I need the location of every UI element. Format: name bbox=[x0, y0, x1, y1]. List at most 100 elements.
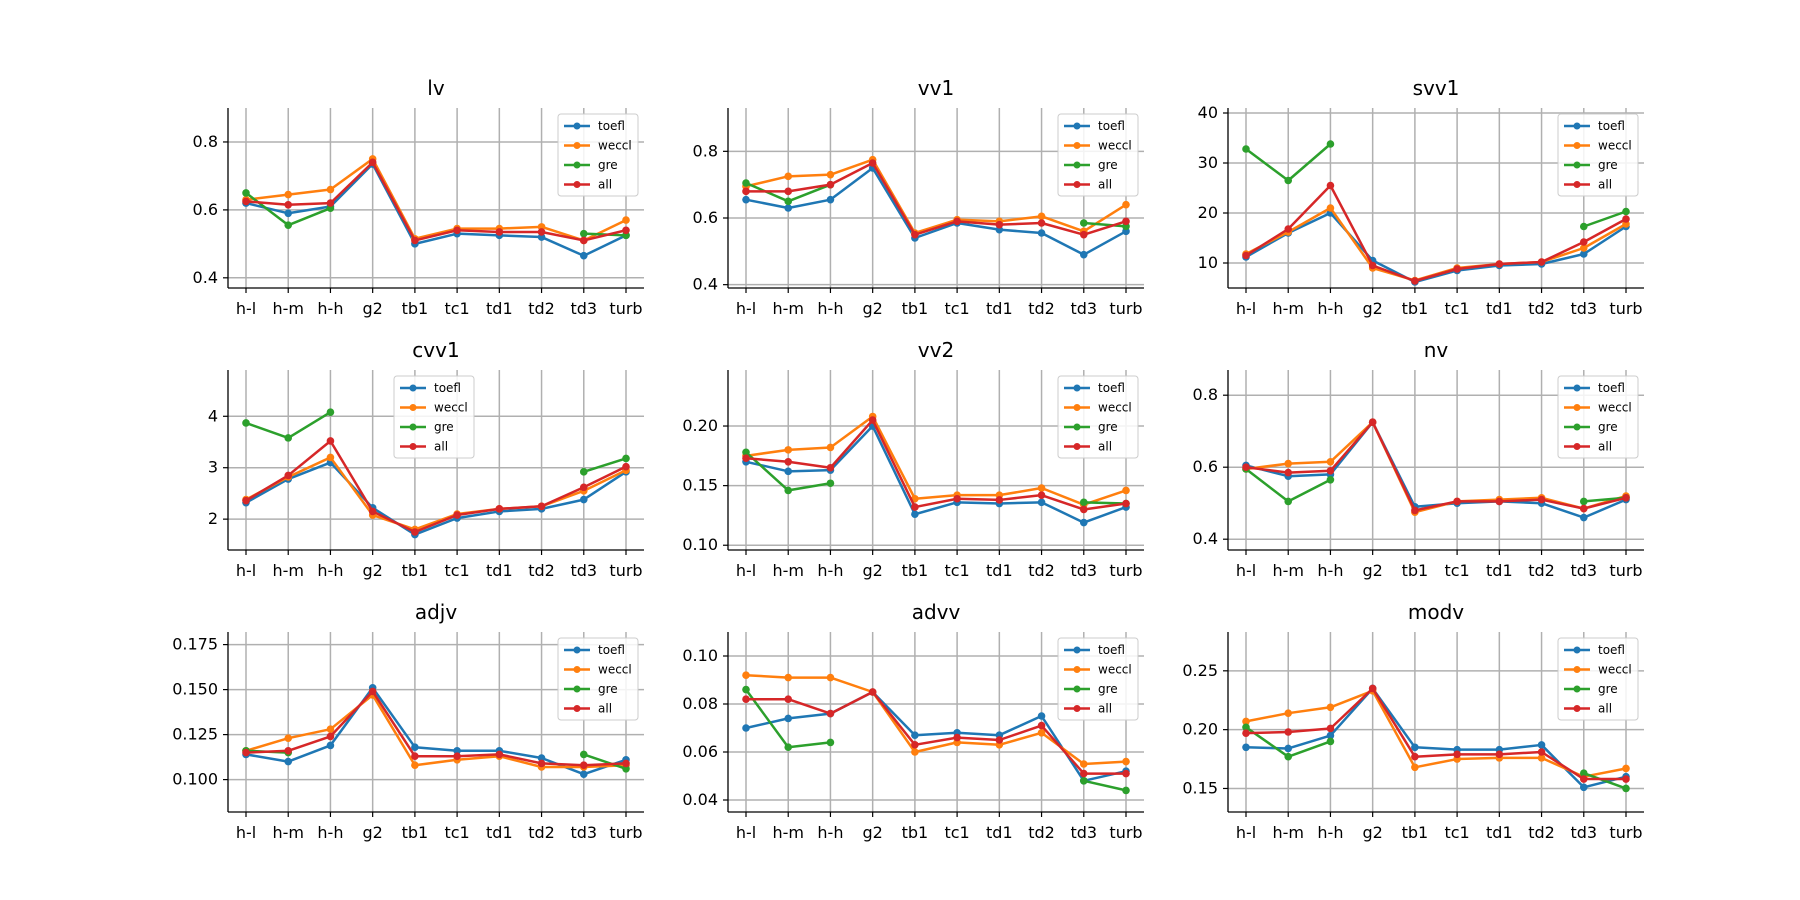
y-tick-label: 0.25 bbox=[1182, 661, 1218, 680]
subplot-vv1: h-l h-m h-h g2 tb1 tc1 td1 td2 td3 turb 0.4 0.6 0.8 v… bbox=[693, 76, 1144, 318]
x-tick-label: h-m bbox=[272, 299, 304, 318]
data-point-toefl bbox=[911, 510, 919, 519]
y-tick-label: 0.125 bbox=[172, 725, 218, 744]
data-point-all bbox=[326, 199, 335, 207]
data-point-toefl bbox=[1079, 518, 1088, 527]
data-point-all bbox=[784, 187, 793, 196]
data-point-gre bbox=[1326, 140, 1335, 148]
legend: toefl weccl gre all bbox=[1557, 375, 1639, 459]
x-tick-label: td1 bbox=[486, 561, 513, 580]
legend-marker-toefl bbox=[573, 646, 581, 654]
data-point-all bbox=[622, 462, 630, 471]
subplot-title: lv bbox=[427, 76, 445, 100]
data-point-weccl bbox=[1284, 459, 1293, 468]
legend-label-all: all bbox=[1598, 440, 1612, 454]
legend-marker-toefl bbox=[1073, 646, 1081, 654]
x-tick-label: h-l bbox=[236, 823, 256, 842]
data-point-weccl bbox=[1284, 709, 1293, 717]
series-line-gre bbox=[583, 457, 627, 474]
x-tick-label: h-h bbox=[817, 561, 843, 580]
legend-label-all: all bbox=[434, 440, 448, 454]
y-tick-label: 0.175 bbox=[172, 635, 218, 654]
series-line-gre bbox=[1083, 779, 1127, 792]
legend-marker-weccl bbox=[1573, 404, 1581, 411]
data-point-toefl bbox=[1537, 741, 1546, 749]
legend-label-toefl: toefl bbox=[598, 119, 625, 133]
data-point-all bbox=[784, 457, 793, 466]
data-point-toefl bbox=[326, 741, 335, 750]
x-tick-label: g2 bbox=[862, 823, 882, 842]
data-point-toefl bbox=[1326, 731, 1335, 740]
data-point-all bbox=[953, 733, 961, 742]
x-tick-label: h-h bbox=[317, 823, 343, 842]
data-point-all bbox=[826, 463, 835, 472]
legend-marker-toefl bbox=[1573, 384, 1581, 392]
y-tick-label: 0.6 bbox=[1193, 457, 1218, 476]
x-tick-label: td2 bbox=[1528, 561, 1555, 580]
y-tick-label: 0.8 bbox=[693, 141, 718, 160]
y-tick-label: 0.06 bbox=[682, 742, 718, 761]
series-line-toefl bbox=[245, 162, 627, 257]
x-tick-label: tc1 bbox=[944, 299, 969, 318]
data-point-toefl bbox=[537, 754, 546, 762]
data-point-weccl bbox=[1579, 244, 1588, 252]
data-point-all bbox=[1537, 495, 1546, 504]
subplot-adjv: h-l h-m h-h g2 tb1 tc1 td1 td2 td3 turb 0.100 0.125… bbox=[172, 600, 644, 842]
data-point-gre bbox=[242, 419, 250, 427]
y-tick-label: 3 bbox=[208, 458, 218, 477]
data-point-weccl bbox=[284, 734, 293, 742]
x-tick-label: turb bbox=[1109, 823, 1142, 842]
y-tick-label: 0.6 bbox=[693, 208, 718, 227]
legend-label-toefl: toefl bbox=[1098, 119, 1125, 133]
x-tick-label: tb1 bbox=[1402, 299, 1429, 318]
x-tick-label: td3 bbox=[570, 299, 597, 318]
x-tick-label: tc1 bbox=[1444, 823, 1469, 842]
legend-box bbox=[557, 637, 639, 721]
subplot-nv: h-l h-m h-h g2 tb1 tc1 td1 td2 td3 turb 0.4 0.6 0.8 n… bbox=[1193, 338, 1644, 580]
x-tick-label: td2 bbox=[1528, 823, 1555, 842]
legend-label-toefl: toefl bbox=[1598, 119, 1625, 133]
legend-marker-weccl bbox=[409, 404, 417, 411]
series-line-all bbox=[245, 161, 627, 242]
data-point-weccl bbox=[1326, 458, 1335, 466]
subplot-title: vv1 bbox=[918, 76, 954, 100]
subplot-cvv1: h-l h-m h-h g2 tb1 tc1 td1 td2 td3 turb 2 3 4 cvv1 toe… bbox=[208, 338, 644, 580]
legend-label-gre: gre bbox=[1598, 682, 1618, 696]
legend-box bbox=[1057, 637, 1139, 721]
x-tick-label: td3 bbox=[1070, 823, 1097, 842]
data-point-all bbox=[1411, 752, 1419, 761]
series-line-gre bbox=[583, 753, 627, 770]
data-point-all bbox=[1326, 181, 1335, 190]
legend-label-weccl: weccl bbox=[1598, 663, 1632, 677]
legend: toefl weccl gre all bbox=[1057, 375, 1139, 459]
legend-label-gre: gre bbox=[598, 158, 618, 172]
data-point-all bbox=[368, 507, 377, 516]
legend-label-gre: gre bbox=[1098, 158, 1118, 172]
series-line-toefl bbox=[245, 461, 627, 536]
x-tick-label: td1 bbox=[1486, 299, 1513, 318]
legend-marker-all bbox=[1073, 181, 1081, 188]
data-point-all bbox=[1284, 468, 1293, 477]
data-point-toefl bbox=[826, 195, 835, 204]
x-tick-label: g2 bbox=[1362, 561, 1382, 580]
x-tick-label: g2 bbox=[862, 561, 882, 580]
x-tick-label: turb bbox=[1609, 823, 1642, 842]
data-point-gre bbox=[742, 448, 750, 457]
data-point-all bbox=[1037, 721, 1046, 730]
data-point-gre bbox=[1242, 145, 1250, 153]
data-point-all bbox=[284, 471, 293, 480]
data-point-weccl bbox=[1122, 486, 1130, 495]
legend-marker-toefl bbox=[1073, 122, 1081, 130]
y-tick-label: 0.8 bbox=[193, 132, 218, 151]
data-point-all bbox=[1079, 505, 1088, 514]
legend-label-weccl: weccl bbox=[1098, 663, 1132, 677]
data-point-toefl bbox=[911, 731, 919, 739]
data-point-gre bbox=[622, 765, 630, 773]
y-tick-label: 0.08 bbox=[682, 694, 718, 713]
subplot-modv: h-l h-m h-h g2 tb1 tc1 td1 td2 td3 turb 0.15 0.20 0.… bbox=[1182, 600, 1644, 842]
data-point-all bbox=[826, 180, 835, 189]
data-point-weccl bbox=[1326, 703, 1335, 712]
data-point-all bbox=[1537, 748, 1546, 756]
data-point-gre bbox=[826, 479, 835, 488]
